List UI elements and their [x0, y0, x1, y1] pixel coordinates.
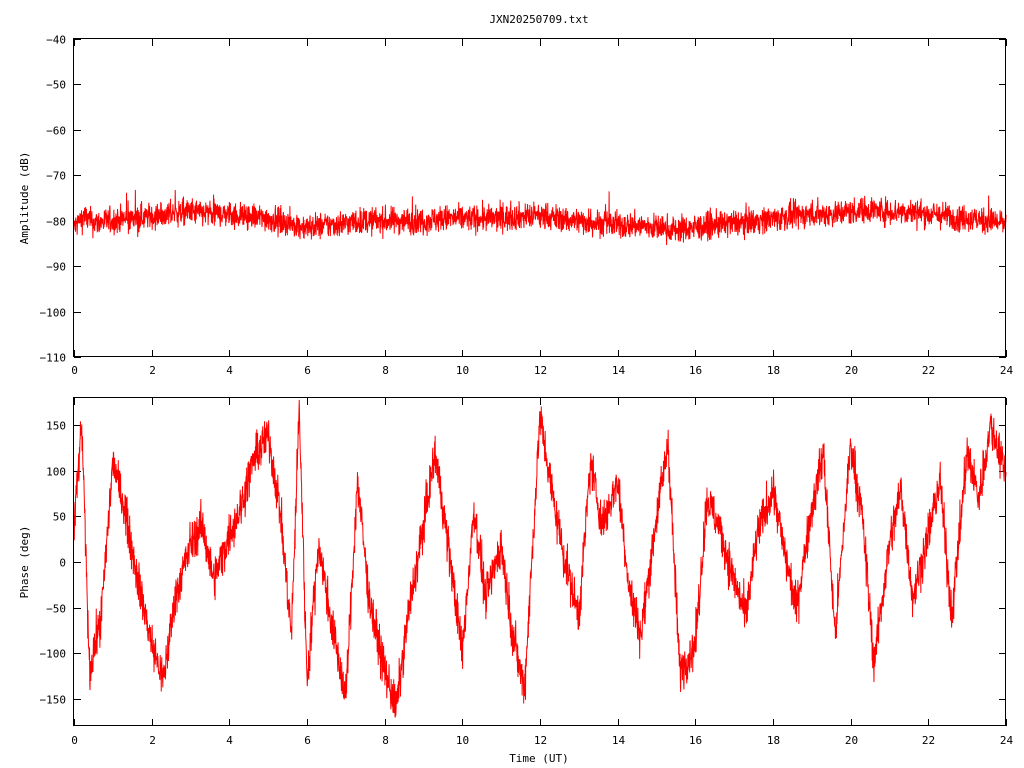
x-tick-label: 24	[1000, 364, 1014, 377]
y-tick-label: −40	[46, 34, 66, 47]
amplitude-plot-frame	[73, 38, 1006, 357]
x-tick-label: 16	[689, 364, 702, 377]
y-tick-label: −150	[40, 694, 67, 707]
x-tick-label: 6	[304, 734, 311, 747]
x-tick-label: 0	[71, 364, 78, 377]
x-tick-label: 14	[612, 364, 626, 377]
y-tick-label: 50	[53, 511, 66, 524]
y-tick-label: −100	[40, 307, 67, 320]
x-tick-label: 22	[922, 734, 935, 747]
y-tick-label: 150	[46, 420, 66, 433]
x-tick-label: 22	[922, 364, 935, 377]
x-tick-label: 6	[304, 364, 311, 377]
y-tick-label: −110	[40, 352, 67, 365]
phase-y-axis-label: Phase (deg)	[18, 526, 31, 599]
y-tick-label: −100	[40, 648, 67, 661]
x-tick-label: 2	[149, 734, 156, 747]
y-tick-label: 0	[59, 557, 66, 570]
x-tick-label: 12	[534, 734, 547, 747]
y-tick-label: −60	[46, 125, 66, 138]
x-tick-label: 4	[226, 734, 233, 747]
amplitude-axis-ticks	[74, 39, 1007, 358]
chart-title: JXN20250709.txt	[489, 13, 588, 26]
y-tick-label: 100	[46, 466, 66, 479]
x-tick-label: 16	[689, 734, 702, 747]
x-axis-label: Time (UT)	[509, 752, 569, 765]
x-tick-label: 10	[456, 364, 469, 377]
x-tick-label: 8	[382, 734, 389, 747]
amplitude-panel: 0 2 4 6 8 10 12 14 16 18 20 22 24−40−50−60−70−80−90−…	[18, 34, 1013, 378]
x-tick-label: 10	[456, 734, 469, 747]
amplitude-series-line	[73, 189, 1007, 246]
x-tick-label: 20	[845, 734, 858, 747]
phase-tick-labels: 0 2 4 6 8 10 12 14 16 18 20 22 24150100500−50−100−15…	[40, 420, 1014, 748]
amplitude-tick-labels: 0 2 4 6 8 10 12 14 16 18 20 22 24−40−50−60−70−80−90−…	[40, 34, 1014, 378]
x-tick-label: 18	[767, 364, 780, 377]
phase-series-line	[73, 399, 1007, 718]
phase-panel: 0 2 4 6 8 10 12 14 16 18 20 22 24150100500−50−100−15…	[18, 397, 1014, 765]
y-tick-label: −50	[46, 603, 66, 616]
x-tick-label: 24	[1000, 734, 1014, 747]
amplitude-y-axis-label: Amplitude (dB)	[18, 152, 31, 245]
phase-plot-frame	[73, 397, 1006, 726]
x-tick-label: 2	[149, 364, 156, 377]
x-tick-label: 12	[534, 364, 547, 377]
x-tick-label: 0	[71, 734, 78, 747]
y-tick-label: −70	[46, 170, 66, 183]
y-tick-label: −90	[46, 261, 66, 274]
x-tick-label: 8	[382, 364, 389, 377]
x-tick-label: 20	[845, 364, 858, 377]
x-tick-label: 14	[612, 734, 626, 747]
y-tick-label: −80	[46, 216, 66, 229]
x-tick-label: 4	[226, 364, 233, 377]
x-tick-label: 18	[767, 734, 780, 747]
y-tick-label: −50	[46, 79, 66, 92]
